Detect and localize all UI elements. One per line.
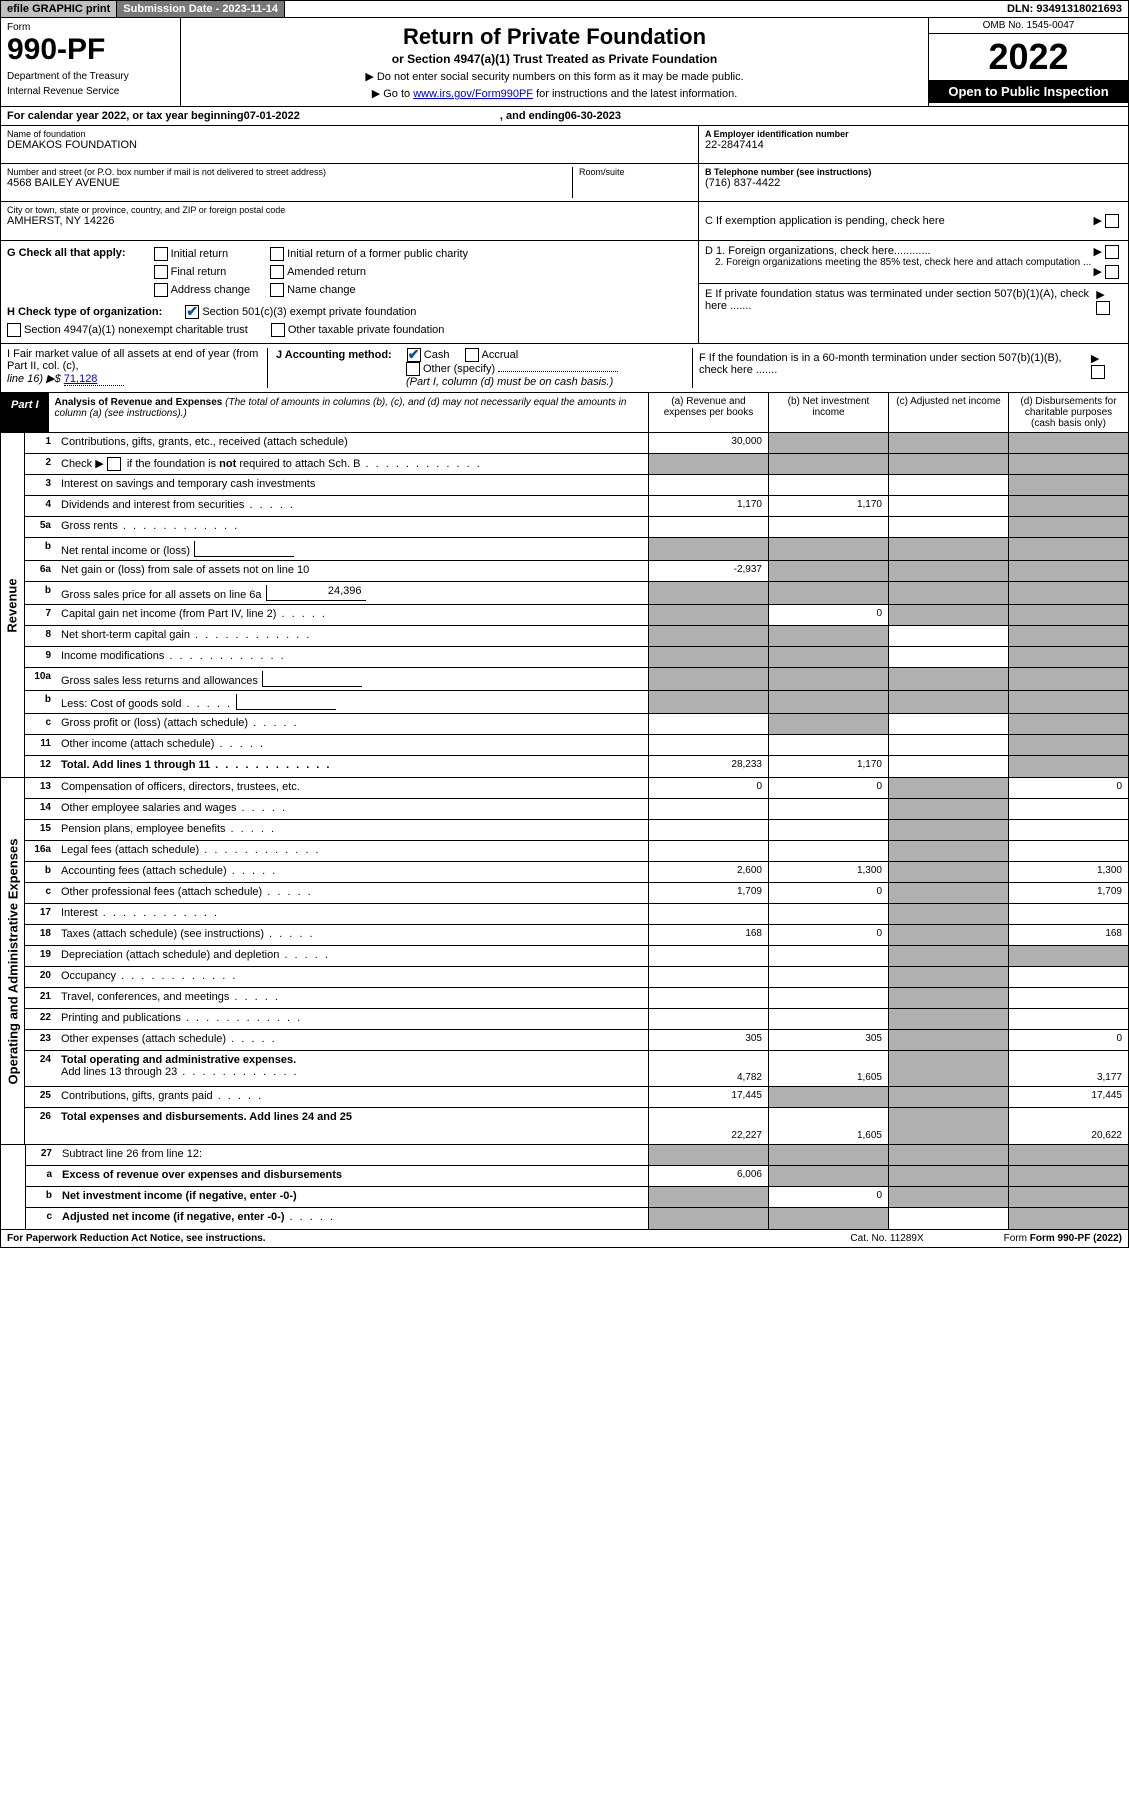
summary-table: 27Subtract line 26 from line 12: aExcess… <box>0 1145 1129 1230</box>
501c3-checkbox[interactable] <box>185 305 199 319</box>
checks-block: G Check all that apply: Initial return F… <box>0 241 1129 344</box>
col-c-header: (c) Adjusted net income <box>888 393 1008 432</box>
addr-label: Number and street (or P.O. box number if… <box>7 167 572 177</box>
e-checkbox[interactable] <box>1096 301 1110 315</box>
other-taxable-checkbox[interactable] <box>271 323 285 337</box>
dln: DLN: 93491318021693 <box>1001 1 1128 17</box>
street-address: 4568 BAILEY AVENUE <box>7 177 572 189</box>
i-label: I Fair market value of all assets at end… <box>7 348 267 372</box>
j-note: (Part I, column (d) must be on cash basi… <box>406 376 613 388</box>
paperwork-notice: For Paperwork Reduction Act Notice, see … <box>7 1233 266 1244</box>
accrual-checkbox[interactable] <box>465 348 479 362</box>
tel-label: B Telephone number (see instructions) <box>705 167 1122 177</box>
r6a-a: -2,937 <box>648 561 768 581</box>
dept-treasury: Department of the Treasury <box>7 71 174 82</box>
calendar-year-row: For calendar year 2022, or tax year begi… <box>0 107 1129 126</box>
4947-checkbox[interactable] <box>7 323 21 337</box>
omb-number: OMB No. 1545-0047 <box>929 18 1128 34</box>
tax-year: 2022 <box>929 34 1128 80</box>
r1-a: 30,000 <box>648 433 768 453</box>
initial-return-checkbox[interactable] <box>154 247 168 261</box>
cat-no: Cat. No. 11289X <box>850 1233 923 1244</box>
city-state-zip: AMHERST, NY 14226 <box>7 215 692 227</box>
part1-title: Analysis of Revenue and Expenses <box>55 397 223 408</box>
col-b-header: (b) Net investment income <box>768 393 888 432</box>
form-label: Form <box>7 22 174 33</box>
d1-checkbox[interactable] <box>1105 245 1119 259</box>
r12-a: 28,233 <box>648 756 768 777</box>
g-label: G Check all that apply: <box>7 247 126 259</box>
foundation-name: DEMAKOS FOUNDATION <box>7 139 692 151</box>
note-ssn: ▶ Do not enter social security numbers o… <box>187 70 922 83</box>
r12-b: 1,170 <box>768 756 888 777</box>
expenses-side-label: Operating and Administrative Expenses <box>5 838 20 1084</box>
f-checkbox[interactable] <box>1091 365 1105 379</box>
tax-year-begin: 07-01-2022 <box>244 110 300 122</box>
ein-label: A Employer identification number <box>705 129 1122 139</box>
d2-checkbox[interactable] <box>1105 265 1119 279</box>
hij-block: I Fair market value of all assets at end… <box>0 344 1129 393</box>
final-return-checkbox[interactable] <box>154 265 168 279</box>
ein-value: 22-2847414 <box>705 139 1122 151</box>
col-d-header: (d) Disbursements for charitable purpose… <box>1008 393 1128 432</box>
room-label: Room/suite <box>579 167 692 177</box>
name-change-checkbox[interactable] <box>270 283 284 297</box>
cash-checkbox[interactable] <box>407 348 421 362</box>
form-title: Return of Private Foundation <box>187 24 922 50</box>
i-value[interactable]: 71,128 <box>64 373 124 386</box>
c-checkbox[interactable] <box>1105 214 1119 228</box>
schb-checkbox[interactable] <box>107 457 121 471</box>
f-label: F If the foundation is in a 60-month ter… <box>699 352 1091 384</box>
part1-header: Part I Analysis of Revenue and Expenses … <box>0 393 1129 433</box>
form-ref: Form Form 990-PF (2022) <box>1004 1233 1122 1244</box>
efile-label: efile GRAPHIC print <box>1 1 117 17</box>
r7-b: 0 <box>768 605 888 625</box>
name-label: Name of foundation <box>7 129 692 139</box>
j-label: J Accounting method: <box>276 349 392 361</box>
tax-year-end: 06-30-2023 <box>565 110 621 122</box>
r6b-val: 24,396 <box>266 585 366 601</box>
address-change-checkbox[interactable] <box>154 283 168 297</box>
city-label: City or town, state or province, country… <box>7 205 692 215</box>
c-label: C If exemption application is pending, c… <box>705 215 945 227</box>
col-a-header: (a) Revenue and expenses per books <box>648 393 768 432</box>
part1-tag: Part I <box>1 393 49 432</box>
h-label: H Check type of organization: <box>7 306 162 318</box>
expenses-table: Operating and Administrative Expenses 13… <box>0 778 1129 1145</box>
e-label: E If private foundation status was termi… <box>705 288 1096 312</box>
footer: For Paperwork Reduction Act Notice, see … <box>0 1230 1129 1248</box>
revenue-side-label: Revenue <box>5 578 20 632</box>
submission-date: Submission Date - 2023-11-14 <box>117 1 285 17</box>
entity-block: Name of foundation DEMAKOS FOUNDATION Nu… <box>0 126 1129 241</box>
d1-label: D 1. Foreign organizations, check here..… <box>705 245 1091 257</box>
inspection-badge: Open to Public Inspection <box>929 80 1128 103</box>
irs-link[interactable]: www.irs.gov/Form990PF <box>413 88 533 100</box>
revenue-table: Revenue 1Contributions, gifts, grants, e… <box>0 433 1129 778</box>
r4-b: 1,170 <box>768 496 888 516</box>
form-header: Form 990-PF Department of the Treasury I… <box>0 18 1129 107</box>
form-number: 990-PF <box>7 33 174 67</box>
initial-former-checkbox[interactable] <box>270 247 284 261</box>
r4-a: 1,170 <box>648 496 768 516</box>
top-bar: efile GRAPHIC print Submission Date - 20… <box>0 0 1129 18</box>
other-method-checkbox[interactable] <box>406 362 420 376</box>
dept-irs: Internal Revenue Service <box>7 86 174 97</box>
d2-label: 2. Foreign organizations meeting the 85%… <box>705 257 1091 268</box>
amended-return-checkbox[interactable] <box>270 265 284 279</box>
form-subtitle: or Section 4947(a)(1) Trust Treated as P… <box>187 52 922 66</box>
tel-value: (716) 837-4422 <box>705 177 1122 189</box>
note-link: ▶ Go to www.irs.gov/Form990PF for instru… <box>187 87 922 100</box>
